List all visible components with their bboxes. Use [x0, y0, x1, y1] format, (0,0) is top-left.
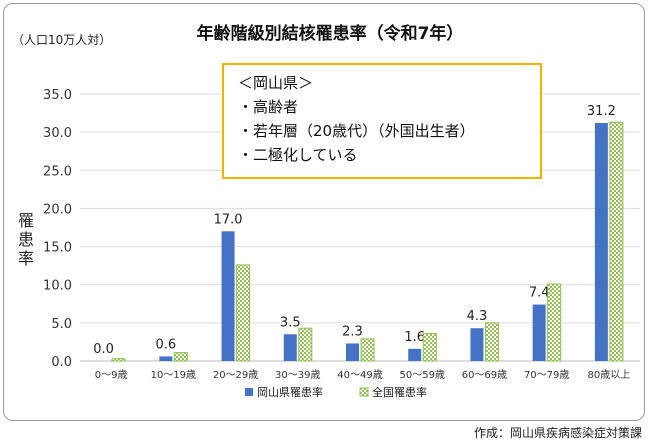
data-label: 0.0: [93, 342, 114, 357]
legend-swatch-okayama: [245, 388, 253, 396]
y-axis-label: 罹患率: [18, 211, 34, 268]
note-line: ・高齢者: [238, 98, 299, 116]
data-label: 0.6: [155, 337, 176, 352]
chart-frame: [3, 3, 645, 421]
bar-okayama: [408, 348, 422, 361]
y-tick-label: 10.0: [43, 279, 72, 294]
bar-national: [173, 352, 188, 362]
x-tick-label: 50～59歳: [399, 369, 444, 381]
y-tick-labels: 0.0 5.0 10.0 15.0 20.0 25.0 30.0 35.0: [43, 88, 72, 370]
data-label: 7.4: [529, 286, 550, 301]
x-tick-label: 20～29歳: [213, 369, 258, 381]
note-line: ・若年層（20歳代）（外国出生者）: [238, 122, 475, 140]
bar-okayama: [221, 231, 235, 361]
data-label: 2.3: [342, 324, 363, 339]
bar-national: [298, 327, 313, 362]
y-tick-label: 15.0: [43, 241, 72, 256]
x-tick-label: 70～79歳: [524, 369, 569, 381]
y-tick-label: 0.0: [51, 355, 72, 370]
bar-national: [484, 322, 499, 362]
y-tick-label: 30.0: [43, 126, 72, 141]
bars: 0.0 0.6 17.0 3.5 2.3 1.6 4.3 7.4 31.2: [93, 104, 624, 362]
chart-title: 年齢階級別結核罹患率（令和7年）: [197, 23, 464, 44]
bar-okayama: [532, 304, 546, 361]
unit-label: （人口10万人対）: [12, 33, 111, 47]
bar-okayama: [159, 356, 173, 361]
note-line: ・二極化している: [238, 146, 358, 164]
gridlines: [80, 93, 640, 362]
credit-text: 作成：岡山県疾病感染症対策課: [473, 426, 642, 440]
y-tick-label: 5.0: [51, 317, 72, 332]
bar-national: [547, 283, 562, 362]
legend-swatch-national: [359, 387, 369, 397]
data-label: 17.0: [214, 212, 243, 227]
note-line: ＜岡山県＞: [238, 74, 314, 92]
bar-national: [360, 338, 375, 362]
bar-okayama: [470, 328, 484, 361]
legend-label: 岡山県罹患率: [257, 385, 323, 399]
bar-okayama: [283, 334, 297, 361]
bar-okayama: [594, 122, 608, 361]
bar-national: [111, 358, 126, 362]
data-label: 4.3: [467, 309, 488, 324]
y-tick-label: 25.0: [43, 164, 72, 179]
legend-label: 全国罹患率: [372, 385, 427, 399]
x-tick-label: 80歳以上: [588, 369, 631, 381]
annotation-box: ＜岡山県＞ ・高齢者 ・若年層（20歳代）（外国出生者） ・二極化している: [222, 63, 542, 179]
bar-national: [422, 333, 437, 362]
x-tick-label: 60～69歳: [462, 369, 507, 381]
y-tick-label: 20.0: [43, 202, 72, 217]
x-tick-label: 0～9歳: [95, 369, 128, 381]
data-label: 31.2: [587, 104, 616, 119]
bar-national: [236, 264, 251, 362]
x-tick-label: 10～19歳: [151, 369, 196, 381]
data-label: 3.5: [280, 315, 301, 330]
bar-national: [609, 121, 624, 362]
legend: 岡山県罹患率 全国罹患率: [245, 385, 427, 399]
x-tick-labels: 0～9歳 10～19歳 20～29歳 30～39歳 40～49歳 50～59歳 60～69歳…: [95, 369, 631, 381]
y-tick-label: 35.0: [43, 88, 72, 103]
bar-okayama: [346, 343, 359, 361]
x-tick-label: 40～49歳: [337, 369, 382, 381]
data-label: 1.6: [404, 330, 425, 345]
x-tick-label: 30～39歳: [275, 369, 320, 381]
